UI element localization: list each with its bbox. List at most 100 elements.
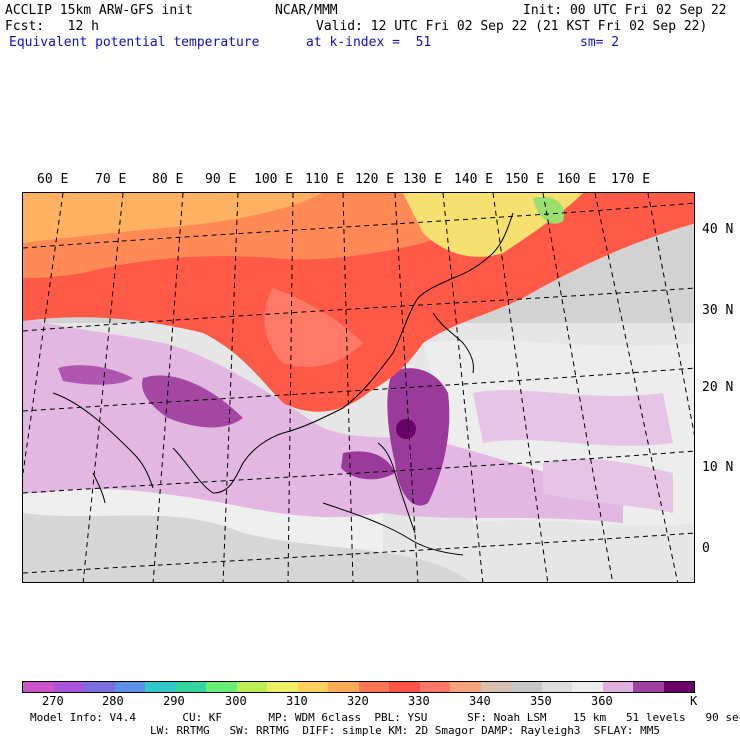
high-theta-e-patch xyxy=(142,375,243,428)
colorbar-swatch xyxy=(145,682,176,692)
colorbar-label: 310 xyxy=(286,694,308,708)
coastline xyxy=(322,502,464,556)
colorbar-swatch xyxy=(633,682,664,692)
colorbar-unit: K xyxy=(690,694,698,708)
colorbar-label: 270 xyxy=(42,694,64,708)
lon-label: 80 E xyxy=(152,172,184,187)
lon-label: 120 E xyxy=(355,172,395,187)
colorbar-swatch xyxy=(358,682,389,692)
colorbar-swatch xyxy=(53,682,84,692)
colorbar-swatch xyxy=(328,682,359,692)
colorbar-label: 300 xyxy=(225,694,247,708)
field-name: Equivalent potential temperature xyxy=(9,35,260,50)
coastline xyxy=(92,472,106,504)
warm-continental-field xyxy=(23,193,323,243)
parallel-line xyxy=(23,450,694,494)
lon-label: 170 E xyxy=(611,172,651,187)
colorbar-swatch xyxy=(175,682,206,692)
high-theta-e-patch xyxy=(58,365,133,385)
graticule xyxy=(23,193,694,582)
meridian-line xyxy=(442,193,484,582)
map-panel xyxy=(22,192,695,583)
lon-label: 100 E xyxy=(254,172,294,187)
colorbar-swatch xyxy=(389,682,420,692)
colorbar-label: 340 xyxy=(469,694,491,708)
colorbar-swatch xyxy=(206,682,237,692)
coastline xyxy=(377,442,416,534)
colorbar-swatch xyxy=(602,682,633,692)
warm-continental-field xyxy=(533,196,564,224)
lat-label: 0 xyxy=(702,541,710,556)
colorbar-swatch xyxy=(541,682,572,692)
smoothing-label: sm= 2 xyxy=(580,35,620,50)
lon-label: 110 E xyxy=(305,172,345,187)
model-info-line: Model Info: V4.4 CU: KF MP: WDM 6class P… xyxy=(30,711,740,724)
meridian-line xyxy=(394,193,419,582)
model-title: ACCLIP 15km ARW-GFS init xyxy=(5,3,193,18)
valid-time: Valid: 12 UTC Fri 02 Sep 22 (21 KST Fri … xyxy=(316,19,708,34)
colorbar-label: 360 xyxy=(591,694,613,708)
init-time: Init: 00 UTC Fri 02 Sep 22 xyxy=(523,3,727,18)
colorbar-label: 330 xyxy=(408,694,430,708)
meridian-line xyxy=(492,193,549,582)
parallel-line xyxy=(23,367,694,412)
colorbar-swatch xyxy=(480,682,511,692)
coastline xyxy=(417,212,514,299)
colorbar-swatch xyxy=(267,682,298,692)
lat-label: 10 N xyxy=(702,460,734,475)
organization-label: NCAR/MMM xyxy=(275,3,338,18)
lon-label: 130 E xyxy=(403,172,443,187)
moist-region xyxy=(23,318,623,523)
meridian-line xyxy=(222,193,239,582)
moist-region xyxy=(543,458,673,513)
lat-label: 40 N xyxy=(702,222,734,237)
meridian-line xyxy=(647,193,694,436)
meridian-line xyxy=(152,193,184,582)
colorbar-swatch xyxy=(450,682,481,692)
colorbar-swatch xyxy=(236,682,267,692)
meridian-line xyxy=(542,193,614,582)
lon-label: 160 E xyxy=(557,172,597,187)
parallel-line xyxy=(23,202,694,249)
coastline xyxy=(172,297,419,494)
parallel-line xyxy=(23,287,694,332)
colorbar-label: 290 xyxy=(163,694,185,708)
level-label: at k-index = 51 xyxy=(306,35,432,50)
high-theta-e-patch xyxy=(341,451,395,480)
colorbar-label: 280 xyxy=(102,694,124,708)
colorbar-swatch xyxy=(572,682,603,692)
lon-label: 60 E xyxy=(37,172,69,187)
meridian-line xyxy=(287,193,294,582)
typhoon-core xyxy=(396,419,416,439)
colorbar-swatch xyxy=(419,682,450,692)
moist-region xyxy=(473,390,673,446)
meridian-line xyxy=(23,193,64,474)
coastline xyxy=(52,392,154,489)
lon-label: 150 E xyxy=(505,172,545,187)
meridian-line xyxy=(594,193,679,582)
colorbar-swatch xyxy=(84,682,115,692)
lon-label: 70 E xyxy=(95,172,127,187)
lon-label: 90 E xyxy=(205,172,237,187)
parallel-line xyxy=(23,532,694,574)
theta-e-field xyxy=(23,193,694,582)
typhoon-band xyxy=(387,368,450,506)
colorbar xyxy=(22,681,695,693)
coastlines xyxy=(52,212,514,556)
forecast-hour: Fcst: 12 h xyxy=(5,19,99,34)
colorbar-label: 320 xyxy=(347,694,369,708)
colorbar-swatch xyxy=(511,682,542,692)
physics-info-line: LW: RRTMG SW: RRTMG DIFF: simple KM: 2D … xyxy=(150,724,660,737)
warm-continental-field xyxy=(264,288,363,367)
tropical-field xyxy=(23,513,471,582)
colorbar-swatch xyxy=(663,682,694,692)
colorbar-swatch xyxy=(297,682,328,692)
meridian-line xyxy=(342,193,354,582)
coastline xyxy=(432,312,474,374)
lat-label: 30 N xyxy=(702,303,734,318)
lon-label: 140 E xyxy=(454,172,494,187)
colorbar-label: 350 xyxy=(530,694,552,708)
meridian-line xyxy=(82,193,124,582)
colorbar-swatch xyxy=(114,682,145,692)
colorbar-swatch xyxy=(23,682,54,692)
